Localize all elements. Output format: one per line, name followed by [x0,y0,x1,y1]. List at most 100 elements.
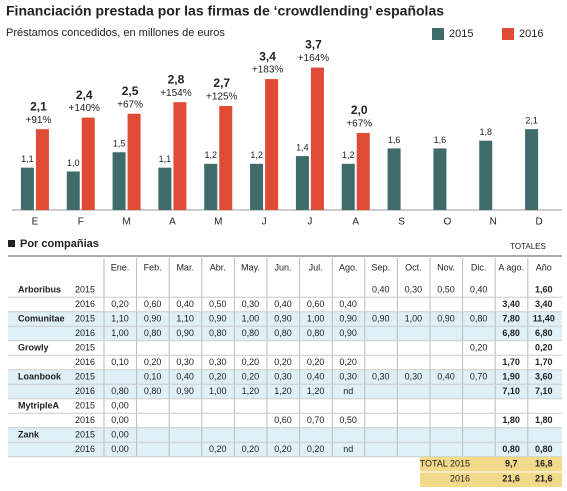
legend-swatch [502,28,514,40]
value-label: 2,1 [525,116,538,126]
table-cell: 0,90 [339,313,357,323]
value-label: 1,4 [296,142,309,152]
table-cell: 0,30 [405,284,423,294]
column-header: May. [241,262,260,272]
table-cell: 0,20 [470,342,488,352]
row-shade [8,369,562,385]
bar [112,152,126,210]
annotation: +125% [206,92,238,103]
value-label: 2,1 [30,99,47,113]
bar [35,129,49,210]
table-cell: 0,30 [405,371,423,381]
value-label: 1,2 [342,150,355,160]
table-cell: 0,30 [339,371,357,381]
table-cell: 1,00 [242,313,260,323]
column-header: Oct. [405,262,422,272]
table-cell: 0,70 [470,371,488,381]
table-cell: 0,20 [242,371,260,381]
year-label: 2015 [75,342,95,352]
x-tick-label: E [32,217,39,228]
column-header: Ago. [339,262,358,272]
year-label: 2016 [75,415,95,425]
table-cell: 1,10 [176,313,194,323]
table-title: Por compañias [20,238,99,250]
table-cell: 0,90 [176,386,194,396]
table-cell: 0,20 [274,357,292,367]
table-cell: 1,60 [535,284,553,294]
bar [433,148,447,210]
x-tick-label: F [78,217,84,228]
table-cell: 0,20 [307,444,325,454]
table-cell: 0,40 [307,371,325,381]
table-cell: 1,90 [502,371,520,381]
bar [295,156,309,210]
year-label: 2015 [75,400,95,410]
year-label: 2015 [75,284,95,294]
table-cell: 0,40 [470,284,488,294]
table-cell: 0,90 [372,313,390,323]
table-cell: 0,30 [209,357,227,367]
value-label: 2,7 [213,76,230,90]
value-label: 1,2 [204,150,217,160]
value-label: 3,4 [259,49,276,63]
value-label: 1,5 [113,139,126,149]
x-tick-label: J [307,217,312,228]
table-cell: 0,50 [437,284,455,294]
table-cell: 1,00 [209,386,227,396]
bar [219,106,233,210]
table-cell: 0,80 [502,444,520,454]
table-cell: 0,80 [111,386,129,396]
table-cell: 0,50 [339,415,357,425]
table-cell: 1,20 [242,386,260,396]
table-cell: 0,20 [144,357,162,367]
table-cell: 0,80 [274,328,292,338]
table-cell: 0,00 [111,429,129,439]
table-cell: 6,80 [502,328,520,338]
table-cell: 11,40 [533,313,555,323]
totals-cell: 16,8 [535,458,553,468]
company-name: Arboribus [18,284,61,294]
column-header: Jul. [309,262,323,272]
value-label: 2,5 [122,84,139,98]
table-cell: 0,90 [274,313,292,323]
table-cell: 0,10 [111,357,129,367]
year-label: 2015 [75,429,95,439]
bar [479,140,493,210]
table-cell: 1,80 [502,415,520,425]
table-cell: 0,30 [242,299,260,309]
table-cell: 0,90 [339,328,357,338]
annotation: +183% [252,65,284,76]
bar [127,113,141,210]
bar [341,163,355,210]
table-cell: 0,70 [307,415,325,425]
table-cell: 1,00 [307,313,325,323]
row-shade [8,311,562,327]
chart-subtitle: Préstamos concedidos, en millones de eur… [6,27,225,39]
table-cell: 1,00 [111,328,129,338]
value-label: 1,1 [159,154,172,164]
table-cell: 1,10 [111,313,129,323]
table-cell: 0,20 [339,357,357,367]
value-label: 3,7 [305,38,322,52]
value-label: 2,0 [351,103,368,117]
table-cell: 0,40 [437,371,455,381]
table-cell: 0,80 [242,328,260,338]
table-cell: 0,40 [176,371,194,381]
table-cell: 6,80 [535,328,553,338]
table-cell: 0,00 [111,444,129,454]
x-tick-label: A [352,217,359,228]
bar [387,148,401,210]
company-name: Comunitae [18,313,65,323]
x-tick-label: D [535,217,542,228]
table-cell: 0,80 [144,386,162,396]
table-cell: 1,70 [502,357,520,367]
table-cell: nd [343,444,353,454]
table-cell: 0,30 [274,371,292,381]
table-cell: nd [343,386,353,396]
table-cell: 0,40 [274,299,292,309]
totals-header: TOTALES [510,242,546,251]
table-cell: 1,70 [535,357,553,367]
totals-cell: 9,7 [505,458,518,468]
x-tick-label: S [398,217,405,228]
